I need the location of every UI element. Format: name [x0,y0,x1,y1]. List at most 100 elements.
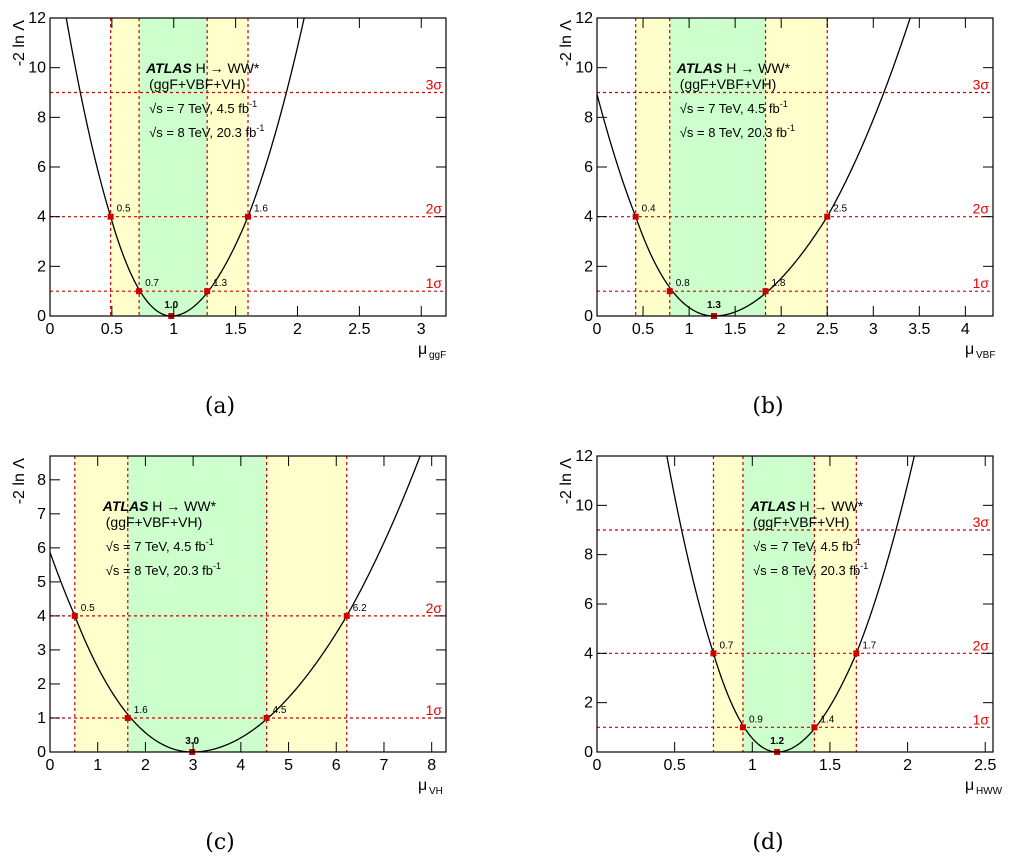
x-tick-label: 0.5 [664,757,686,774]
y-tick-label: 2 [37,258,46,275]
x-axis-label-subscript: HWW [976,786,1003,797]
atlas-label: ATLAS [145,60,196,76]
process-label: H → WW* [726,60,790,76]
lumi-superscript: -1 [780,99,788,109]
sigma-label-2: 2σ [973,201,990,217]
interval-marker-2 [740,724,746,730]
x-tick-label: 0.5 [101,321,123,338]
lumi-superscript: -1 [206,537,214,547]
annotation-energy-2: √s = 8 TeV, 20.3 fb-1 [680,123,795,140]
interval-value-label-3: 1.8 [772,278,786,289]
sigma-label-1: 1σ [426,275,443,291]
x-tick-label: 8 [427,757,436,774]
atlas-label: ATLAS [676,60,727,76]
x-tick-label: 1 [93,757,102,774]
atlas-label: ATLAS [102,498,153,514]
y-tick-label: 2 [37,676,46,693]
x-axis-label: μ [965,777,974,794]
interval-value-label-5: 1.2 [770,736,784,747]
annotation-energy-1: √s = 7 TeV, 4.5 fb-1 [106,537,214,554]
interval-value-label-5: 1.3 [707,300,721,311]
y-tick-label: 6 [37,540,46,557]
interval-marker-3 [204,288,210,294]
y-tick-label: 10 [575,60,593,77]
x-tick-label: 4 [961,321,970,338]
x-tick-label: 5 [284,757,293,774]
sigma-label-1: 1σ [973,275,990,291]
y-tick-label: 4 [37,209,46,226]
sigma-label-2: 2σ [973,637,990,653]
y-tick-label: 2 [584,258,593,275]
y-axis-label: -2 ln Λ [11,20,28,67]
interval-marker-2 [125,715,131,721]
lumi-superscript: -1 [860,561,868,571]
x-tick-label: 1 [748,757,757,774]
interval-value-label-5: 1.0 [164,300,178,311]
y-tick-label: 6 [584,596,593,613]
y-tick-label: 0 [37,744,46,761]
y-axis-label: -2 ln Λ [558,20,575,67]
annotation-energy-2: √s = 8 TeV, 20.3 fb-1 [753,561,868,578]
x-tick-label: 2 [293,321,302,338]
y-tick-label: 12 [575,10,593,27]
interval-marker-4 [853,650,859,656]
x-tick-label: 3 [869,321,878,338]
interval-value-label-4: 1.7 [862,640,876,651]
y-tick-label: 4 [584,209,593,226]
y-tick-label: 4 [584,645,593,662]
interval-marker-2 [136,288,142,294]
y-tick-label: 3 [37,642,46,659]
y-tick-label: 5 [37,574,46,591]
x-tick-label: 4 [236,757,245,774]
x-tick-label: 2 [777,321,786,338]
y-tick-label: 10 [28,60,46,77]
y-tick-label: 8 [37,109,46,126]
sigma-label-2: 2σ [426,600,443,616]
y-tick-label: 0 [584,744,593,761]
chart-panel-2: 1σ 2σ 3σ 0.4 0.8 1.8 2.5 1.3 0 0.5 1 1.5 2 2.5 3 3.5 4 0 2… [558,0,995,361]
interval-marker-4 [344,613,350,619]
atlas-label: ATLAS [749,498,800,514]
annotation-channels: (ggF+VBF+VH) [680,76,776,92]
sigma-label-2: 2σ [426,201,443,217]
y-tick-label: 12 [28,10,46,27]
y-axis-label: -2 ln Λ [11,458,28,505]
x-axis-label: μ [418,777,427,794]
interval-marker-1 [710,650,716,656]
y-tick-label: 8 [584,547,593,564]
annotation-line-1: ATLAS H → WW* [676,60,791,76]
interval-marker-3 [811,724,817,730]
interval-value-label-4: 2.5 [833,204,847,215]
interval-value-label-3: 1.4 [820,714,834,725]
lumi-superscript: -1 [853,537,861,547]
interval-value-label-3: 1.3 [213,278,227,289]
interval-marker-1 [108,214,114,220]
interval-value-label-2: 0.9 [749,714,763,725]
x-axis-label: μ [418,341,427,358]
x-axis-label: μ [965,341,974,358]
y-tick-label: 4 [37,608,46,625]
interval-marker-3 [763,288,769,294]
x-tick-label: 0.5 [632,321,654,338]
process-label: H → WW* [152,498,216,514]
x-tick-label: 3 [189,757,198,774]
x-tick-label: 2.5 [816,321,838,338]
x-tick-label: 1 [169,321,178,338]
y-tick-label: 7 [37,506,46,523]
y-axis-label: -2 ln Λ [558,458,575,505]
x-tick-label: 3.5 [908,321,930,338]
chart-panel-3: 1σ2σ0.51.6 4.56.23.00 1 2 3 4 5 6 7 8012345678μ VH… [11,385,446,797]
annotation-energy-2: √s = 8 TeV, 20.3 fb-1 [106,561,221,578]
x-tick-label: 0 [46,757,55,774]
interval-value-label-2: 0.8 [676,278,690,289]
x-tick-label: 0 [46,321,55,338]
x-axis-label-subscript: VH [429,786,443,797]
process-label: H → WW* [196,60,260,76]
caption-a: (a) [180,394,260,419]
interval-value-label-5: 3.0 [185,736,199,747]
x-tick-label: 6 [332,757,341,774]
interval-value-label-1: 0.4 [642,204,656,215]
y-tick-label: 6 [37,159,46,176]
interval-value-label-4: 1.6 [254,204,268,215]
x-tick-label: 0 [593,757,602,774]
